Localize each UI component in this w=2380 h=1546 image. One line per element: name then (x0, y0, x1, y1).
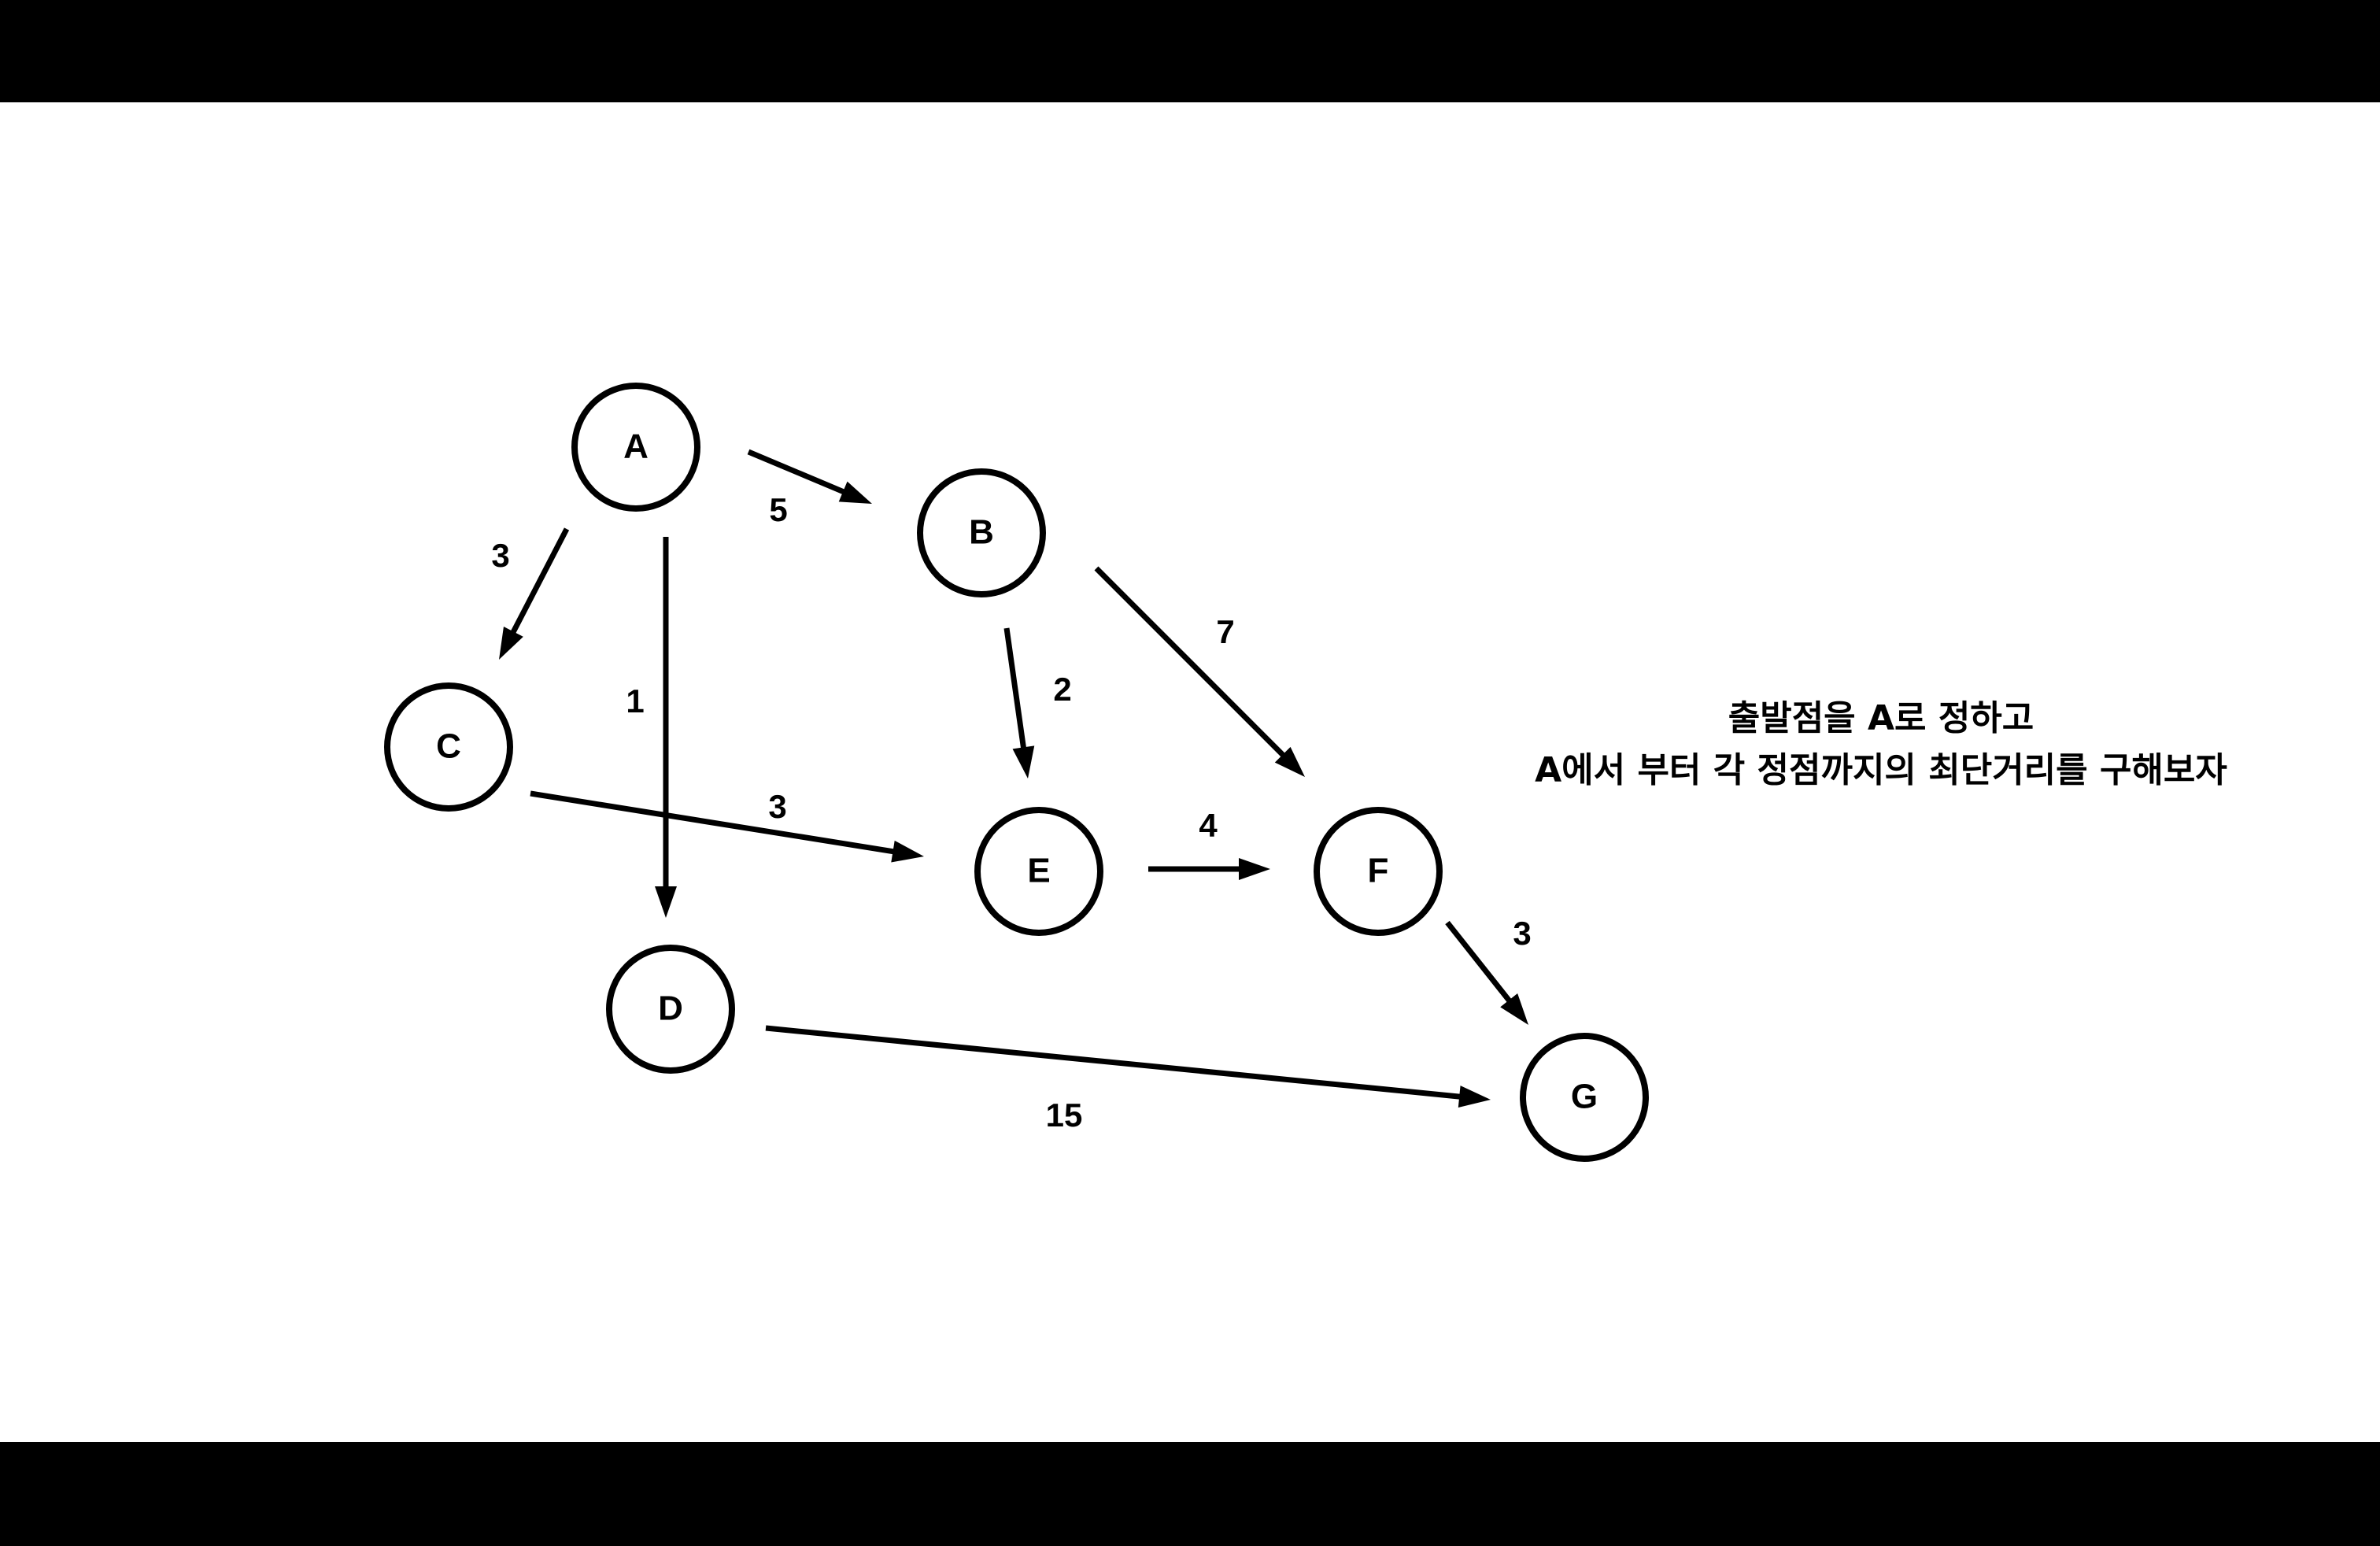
node-b: B (917, 468, 1046, 597)
edge-a-c: 3 (491, 527, 570, 660)
nodes-layer: A B C D E F G (384, 383, 1649, 1162)
node-circle (606, 945, 735, 1074)
edge-weight-label: 3 (491, 537, 509, 574)
edge-line (1445, 920, 1513, 1004)
edge-e-f: 4 (1148, 807, 1270, 880)
edge-b-f: 7 (1094, 566, 1305, 777)
node-circle (1314, 807, 1443, 936)
arrowhead (838, 481, 872, 504)
caption-line-1: 출발점을 A로 정하고 (1728, 698, 2034, 738)
edge-f-g: 3 (1445, 915, 1532, 1025)
edge-a-b: 5 (747, 449, 872, 528)
node-e: E (974, 807, 1103, 936)
node-circle (384, 682, 513, 812)
edge-b-e: 2 (1003, 627, 1072, 779)
arrowhead (891, 840, 924, 863)
edge-line (1094, 566, 1288, 760)
node-g: G (1520, 1033, 1649, 1162)
arrowhead (1239, 858, 1270, 880)
node-circle (974, 807, 1103, 936)
edge-weight-label: 15 (1046, 1097, 1083, 1134)
edge-weight-label: 1 (626, 682, 644, 719)
caption-line-2: A에서 부터 각 정점까지의 최단거리를 구해보자 (1535, 750, 2227, 790)
node-c: C (384, 682, 513, 812)
arrowhead (1500, 993, 1528, 1025)
arrowhead (655, 886, 677, 918)
node-circle (1520, 1033, 1649, 1162)
arrowhead (1012, 745, 1035, 779)
edge-d-g: 15 (765, 1025, 1491, 1134)
node-label: F (1368, 852, 1389, 890)
node-label: A (623, 427, 649, 466)
edge-line (765, 1025, 1463, 1100)
edge-c-e: 3 (530, 788, 924, 863)
edge-weight-label: 3 (768, 788, 786, 825)
node-circle (571, 383, 700, 512)
edge-line (530, 790, 897, 855)
node-circle (917, 468, 1046, 597)
edges-layer: 5 3 1 2 7 3 4 3 15 (491, 449, 1532, 1134)
edge-line (747, 449, 848, 496)
node-label: G (1571, 1078, 1598, 1116)
arrowhead (499, 627, 523, 660)
edge-weight-label: 5 (769, 491, 787, 528)
edge-line (1003, 627, 1027, 751)
node-f: F (1314, 807, 1443, 936)
node-label: B (969, 513, 994, 552)
node-label: D (658, 989, 683, 1028)
node-label: C (436, 727, 461, 766)
node-d: D (606, 945, 735, 1074)
edge-weight-label: 2 (1053, 671, 1071, 708)
edge-line (509, 527, 570, 636)
edge-a-d: 1 (626, 537, 677, 918)
edge-weight-label: 4 (1199, 807, 1218, 844)
arrowhead (1458, 1086, 1491, 1108)
caption: 출발점을 A로 정하고 A에서 부터 각 정점까지의 최단거리를 구해보자 (1480, 693, 2282, 797)
arrowhead (1274, 746, 1305, 777)
node-label: E (1027, 852, 1050, 890)
node-a: A (571, 383, 700, 512)
edge-weight-label: 7 (1216, 613, 1234, 650)
edge-weight-label: 3 (1513, 915, 1531, 952)
